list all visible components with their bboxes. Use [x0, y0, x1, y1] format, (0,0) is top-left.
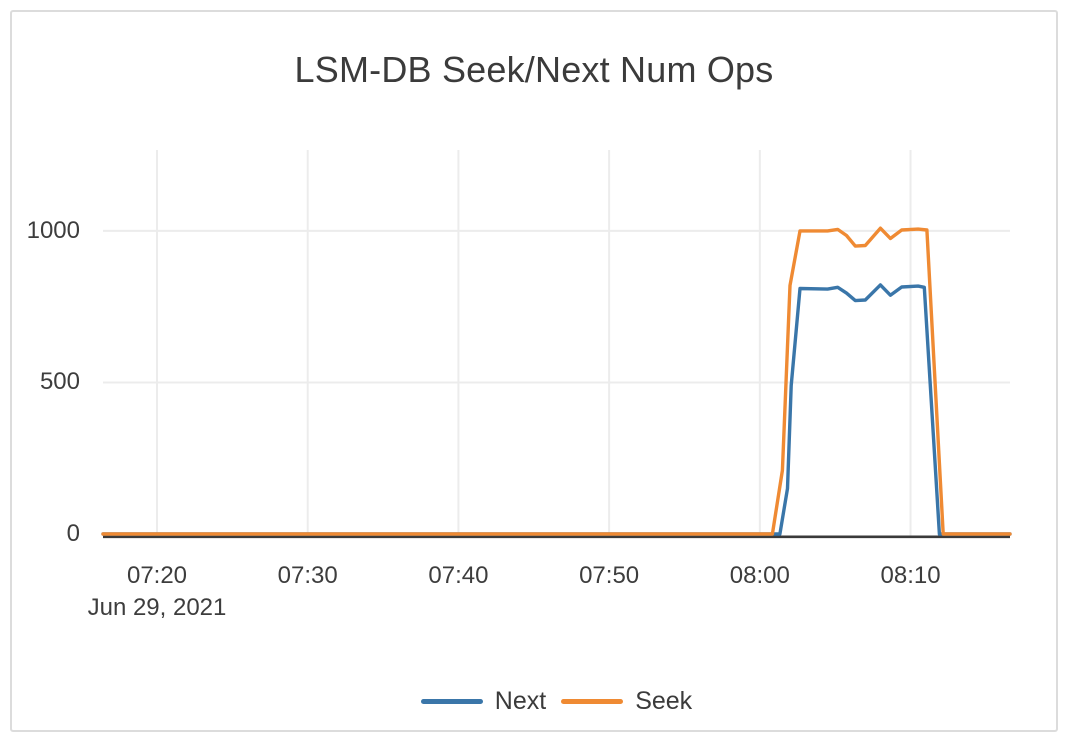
legend-swatch-seek — [561, 698, 624, 704]
series-line-next[interactable] — [101, 283, 1012, 536]
chart-card — [10, 10, 1058, 732]
chart-title: LSM-DB Seek/Next Num Ops — [294, 49, 774, 90]
series-line-seek[interactable] — [101, 226, 1012, 536]
legend-label: Next — [494, 686, 547, 715]
legend-item-seek[interactable]: Seek — [561, 687, 692, 716]
chart-legend: Next Seek — [103, 684, 1010, 718]
x-tick-label: 07:30 — [277, 562, 338, 589]
x-tick-label: 07:50 — [579, 562, 640, 589]
x-axis-date-label: Jun 29, 2021 — [87, 594, 227, 621]
x-tick-label: 07:20 — [126, 562, 188, 589]
y-tick-label: 500 — [39, 368, 80, 396]
x-tick-label: 08:10 — [880, 562, 941, 589]
y-tick-label: 1000 — [26, 216, 80, 244]
x-tick-label: 07:40 — [428, 562, 489, 589]
legend-item-next[interactable]: Next — [420, 686, 547, 716]
x-tick-label: 08:00 — [729, 562, 790, 589]
y-tick-label: 0 — [66, 520, 80, 547]
legend-label: Seek — [635, 686, 693, 715]
legend-swatch-next — [420, 698, 483, 704]
